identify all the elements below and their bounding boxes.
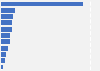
Bar — [1, 14, 14, 19]
Bar — [1, 20, 12, 25]
Bar — [1, 1, 83, 6]
Bar — [1, 52, 6, 57]
Bar — [1, 65, 3, 70]
Bar — [1, 8, 15, 13]
Bar — [1, 58, 5, 63]
Bar — [1, 33, 10, 38]
Bar — [1, 46, 8, 51]
Bar — [1, 39, 10, 44]
Bar — [1, 27, 12, 32]
